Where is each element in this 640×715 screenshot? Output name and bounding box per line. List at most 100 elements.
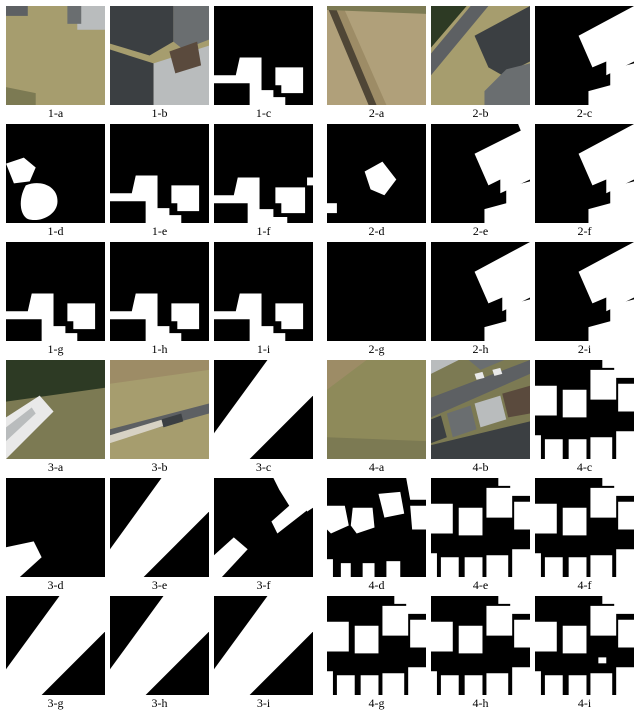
panel-label: 1-e [152, 225, 167, 237]
panel-label: 3-g [48, 697, 64, 709]
panel-label: 4-g [369, 697, 385, 709]
mask-thumb [214, 360, 313, 459]
aerial-thumb [431, 6, 530, 105]
panel-label: 4-i [578, 697, 591, 709]
panel-cell: 3-e [110, 478, 209, 591]
panel-label: 3-e [152, 579, 167, 591]
panel-cell: 3-g [6, 596, 105, 709]
aerial-thumb [327, 6, 426, 105]
panel-cell: 1-d [6, 124, 105, 237]
panel-label: 1-a [48, 107, 63, 119]
panel-label: 3-c [256, 461, 271, 473]
panel-label: 2-f [578, 225, 592, 237]
panel-label: 4-f [578, 579, 592, 591]
panel-cell: 2-a [327, 6, 426, 119]
panel-cell: 2-c [535, 6, 634, 119]
panel-label: 2-c [577, 107, 592, 119]
panel-label: 1-c [256, 107, 271, 119]
aerial-thumb [110, 6, 209, 105]
figure-right-half: 2-a 2-b 2-c 2-d 2-e 2-f 2-g 2-h 2-i 4-a 4-b 4-c 4-d 4… [327, 6, 634, 709]
mask-thumb [6, 596, 105, 695]
mask-thumb [535, 124, 634, 223]
panel-cell: 3-b [110, 360, 209, 473]
mask-thumb [6, 242, 105, 341]
mask-thumb [214, 478, 313, 577]
panel-cell: 2-f [535, 124, 634, 237]
panel-label: 3-a [48, 461, 63, 473]
mask-thumb [214, 6, 313, 105]
panel-cell: 3-h [110, 596, 209, 709]
panel-label: 3-b [152, 461, 168, 473]
panel-cell: 4-d [327, 478, 426, 591]
mask-thumb [327, 478, 426, 577]
panel-cell: 3-d [6, 478, 105, 591]
aerial-thumb [6, 6, 105, 105]
figure-grid: 1-a 1-b 1-c 1-d 1-e 1-f 1-g 1-h 1-i 3-a 3-b 3-c 3-d 3… [6, 6, 634, 709]
figure-left-half: 1-a 1-b 1-c 1-d 1-e 1-f 1-g 1-h 1-i 3-a 3-b 3-c 3-d 3… [6, 6, 313, 709]
mask-thumb [535, 242, 634, 341]
mask-thumb [110, 124, 209, 223]
panel-cell: 4-h [431, 596, 530, 709]
panel-cell: 3-f [214, 478, 313, 591]
panel-cell: 2-b [431, 6, 530, 119]
mask-thumb [214, 124, 313, 223]
mask-thumb [535, 6, 634, 105]
panel-label: 2-e [473, 225, 488, 237]
panel-cell: 2-e [431, 124, 530, 237]
panel-cell: 1-f [214, 124, 313, 237]
panel-cell: 4-a [327, 360, 426, 473]
panel-cell: 4-c [535, 360, 634, 473]
mask-thumb [6, 478, 105, 577]
panel-label: 1-g [48, 343, 64, 355]
panel-cell: 1-h [110, 242, 209, 355]
mask-thumb [327, 596, 426, 695]
panel-cell: 1-g [6, 242, 105, 355]
panel-label: 4-a [369, 461, 384, 473]
panel-cell: 4-f [535, 478, 634, 591]
aerial-thumb [110, 360, 209, 459]
panel-label: 4-e [473, 579, 488, 591]
panel-cell: 3-a [6, 360, 105, 473]
panel-cell: 3-i [214, 596, 313, 709]
aerial-thumb [6, 360, 105, 459]
panel-cell: 4-e [431, 478, 530, 591]
mask-thumb [110, 596, 209, 695]
panel-label: 3-d [48, 579, 64, 591]
aerial-thumb [327, 360, 426, 459]
panel-cell: 1-e [110, 124, 209, 237]
mask-thumb [327, 242, 426, 341]
mask-thumb [431, 596, 530, 695]
panel-label: 2-h [473, 343, 489, 355]
mask-thumb [431, 478, 530, 577]
panel-cell: 1-a [6, 6, 105, 119]
panel-cell: 2-h [431, 242, 530, 355]
panel-label: 3-h [152, 697, 168, 709]
panel-label: 2-g [369, 343, 385, 355]
panel-label: 4-b [473, 461, 489, 473]
panel-cell: 4-b [431, 360, 530, 473]
panel-label: 4-d [369, 579, 385, 591]
panel-cell: 2-g [327, 242, 426, 355]
panel-cell: 1-i [214, 242, 313, 355]
panel-cell: 4-i [535, 596, 634, 709]
panel-label: 1-d [48, 225, 64, 237]
panel-cell: 1-b [110, 6, 209, 119]
mask-thumb [535, 478, 634, 577]
panel-label: 1-i [257, 343, 270, 355]
panel-label: 2-d [369, 225, 385, 237]
aerial-thumb [431, 360, 530, 459]
panel-cell: 3-c [214, 360, 313, 473]
panel-cell: 4-g [327, 596, 426, 709]
mask-thumb [327, 124, 426, 223]
panel-label: 2-i [578, 343, 591, 355]
panel-label: 2-b [473, 107, 489, 119]
mask-thumb [535, 596, 634, 695]
panel-label: 4-c [577, 461, 592, 473]
panel-label: 1-f [257, 225, 271, 237]
panel-label: 3-f [257, 579, 271, 591]
panel-cell: 1-c [214, 6, 313, 119]
mask-thumb [110, 242, 209, 341]
mask-thumb [6, 124, 105, 223]
mask-thumb [431, 242, 530, 341]
panel-label: 3-i [257, 697, 270, 709]
